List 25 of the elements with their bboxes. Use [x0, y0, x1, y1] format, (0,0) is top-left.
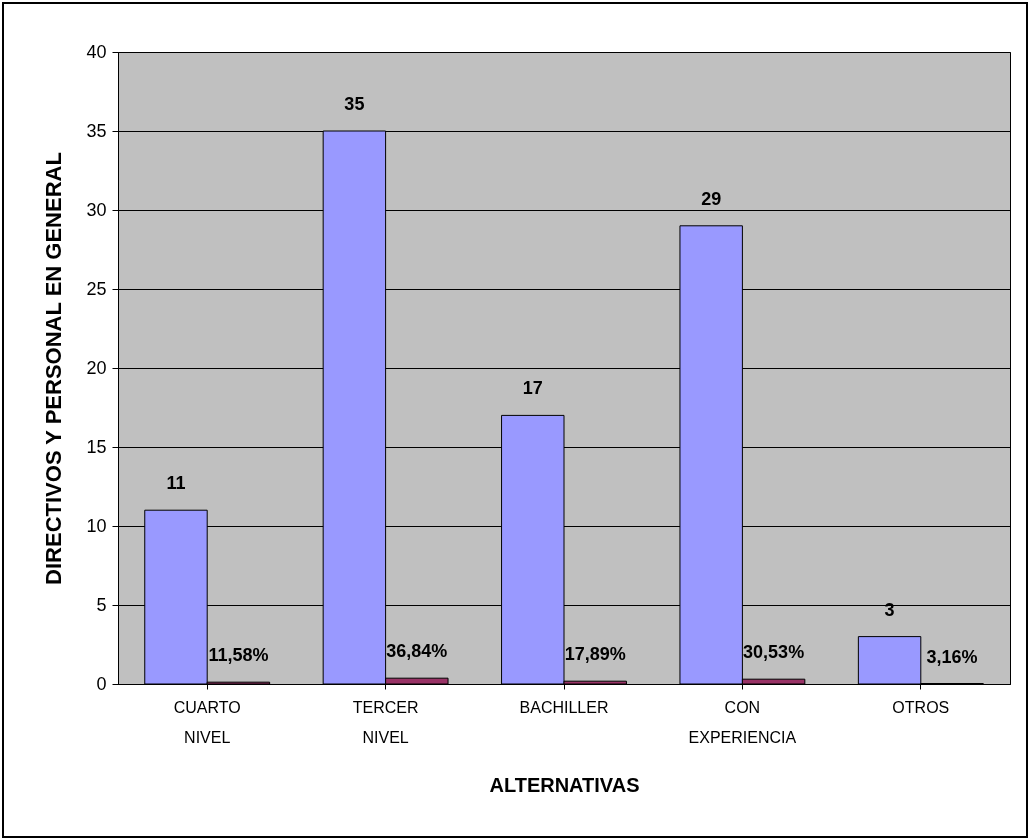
data-label: 29 [701, 188, 722, 209]
y-tick-label: 5 [96, 594, 107, 615]
x-tick-label: OTROS [892, 698, 950, 716]
y-tick-label: 20 [86, 357, 107, 378]
y-tick-label: 25 [86, 278, 107, 299]
data-label: 3,16% [926, 646, 978, 667]
data-label: 35 [344, 94, 365, 114]
y-tick-label: 0 [96, 673, 107, 694]
x-tick-label: BACHILLER [519, 698, 609, 716]
x-tick-label: CON EXPERIENCIA [688, 698, 797, 746]
y-tick-label: 30 [86, 199, 107, 220]
data-label: 11,58% [208, 645, 269, 666]
x-tick-label: TERCER NIVEL [352, 698, 419, 746]
data-label: 36,84% [386, 641, 448, 662]
data-label: 17 [522, 378, 543, 399]
y-tick-label: 35 [86, 120, 107, 141]
y-tick-label: 10 [86, 515, 107, 536]
x-axis-title: ALTERNATIVAS [489, 773, 640, 796]
y-tick-label: 15 [86, 436, 107, 457]
y-tick-label: 40 [86, 41, 107, 62]
data-label: 17,89% [564, 644, 626, 665]
x-tick-label: CUARTO NIVEL [173, 698, 241, 746]
data-label: 11 [166, 473, 186, 494]
y-axis-title: DIRECTIVOS Y PERSONAL EN GENERAL [41, 152, 67, 585]
data-label: 30,53% [743, 642, 805, 663]
